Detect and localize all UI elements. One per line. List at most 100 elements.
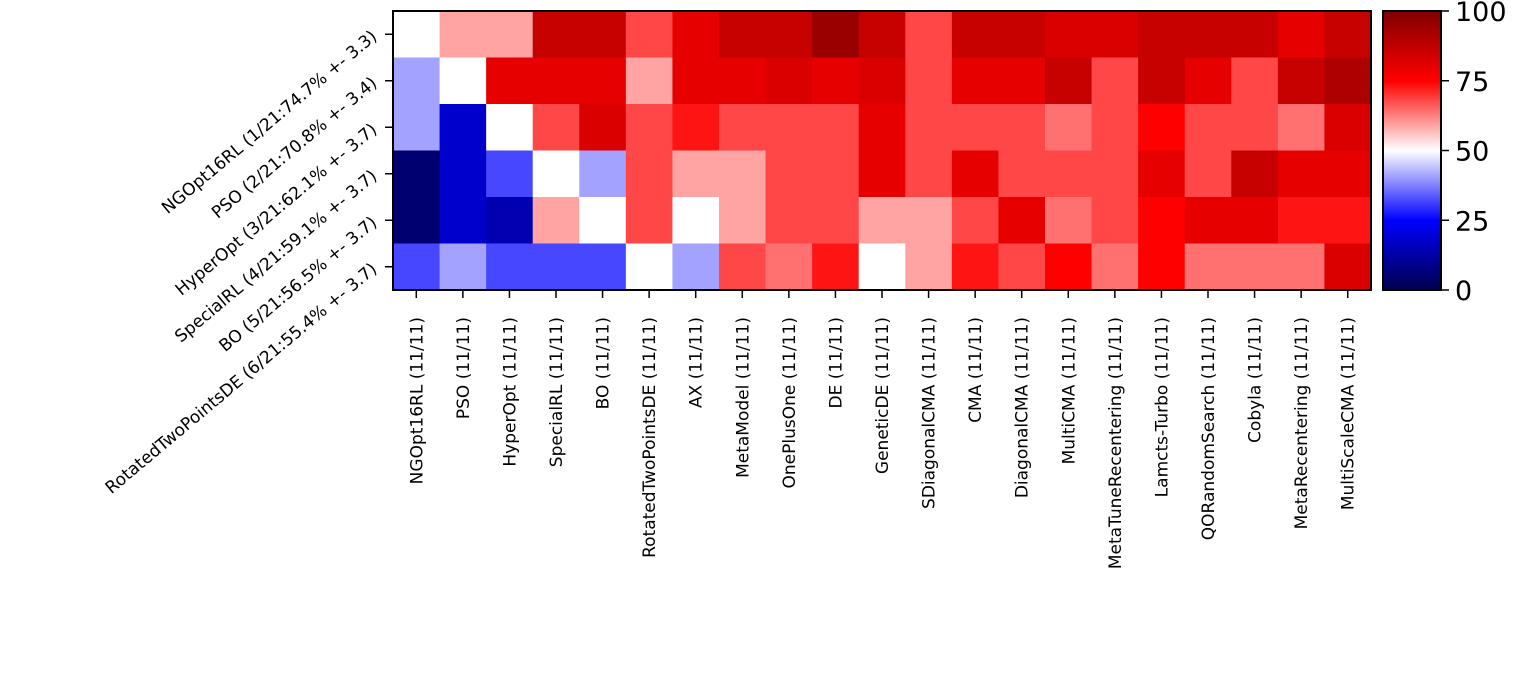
heatmap-cell <box>998 11 1046 59</box>
x-tick-label: BO (11/11) <box>594 317 614 409</box>
heatmap-cell <box>1277 57 1326 105</box>
heatmap-cell <box>858 11 906 59</box>
heatmap-cell <box>1138 197 1186 245</box>
heatmap-cell <box>765 150 813 198</box>
heatmap-cell <box>998 243 1046 291</box>
x-tick-label: PSO (11/11) <box>454 317 474 419</box>
heatmap-cell <box>951 11 1000 59</box>
heatmap-cell <box>951 197 1000 245</box>
heatmap-cell <box>905 197 953 245</box>
heatmap-cell <box>812 57 860 105</box>
heatmap-cell <box>765 57 813 105</box>
colorbar-tick-label: 25 <box>1455 206 1489 237</box>
heatmap-cell <box>858 197 906 245</box>
heatmap-cell <box>486 243 534 291</box>
heatmap-cell <box>439 243 487 291</box>
x-tick-label: RotatedTwoPointsDE (11/11) <box>640 317 660 558</box>
heatmap-cell <box>1045 150 1093 198</box>
heatmap-cell <box>1184 243 1232 291</box>
heatmap-cell <box>1231 57 1279 105</box>
heatmap-cell <box>858 243 906 291</box>
heatmap-cell <box>1277 197 1326 245</box>
heatmap-cell <box>1045 197 1093 245</box>
heatmap-cell <box>1277 11 1326 59</box>
heatmap-cell <box>439 11 487 59</box>
heatmap-cell <box>393 243 441 291</box>
heatmap-cell <box>812 11 860 59</box>
heatmap-cell <box>486 150 534 198</box>
heatmap-cell <box>719 11 767 59</box>
heatmap-cell <box>532 150 580 198</box>
heatmap-cell <box>1231 11 1279 59</box>
heatmap-cell <box>812 150 860 198</box>
heatmap-cell <box>1324 11 1372 59</box>
heatmap-cell <box>672 104 720 152</box>
x-tick-label: MetaRecentering (11/11) <box>1292 317 1312 529</box>
heatmap-cell <box>625 150 674 198</box>
x-tick-label: AX (11/11) <box>687 317 707 408</box>
heatmap-cell <box>1091 197 1139 245</box>
heatmap-cell <box>439 57 487 105</box>
heatmap-cell <box>625 11 674 59</box>
heatmap-cell <box>858 150 906 198</box>
heatmap-cell <box>1138 11 1186 59</box>
heatmap-cell <box>532 243 580 291</box>
heatmap-cell <box>1045 57 1093 105</box>
colorbar-tick-label: 75 <box>1455 67 1489 98</box>
heatmap-cell <box>1138 243 1186 291</box>
x-tick-label: MultiCMA (11/11) <box>1059 317 1079 464</box>
x-tick-label: SpecialRL (11/11) <box>547 317 567 467</box>
heatmap-cell <box>1324 150 1372 198</box>
heatmap-cell <box>532 57 580 105</box>
heatmap-cell <box>1138 104 1186 152</box>
heatmap-cell <box>1184 104 1232 152</box>
heatmap-cell <box>1324 243 1372 291</box>
x-tick-label: MultiScaleCMA (11/11) <box>1339 317 1359 510</box>
x-tick-label: OnePlusOne (11/11) <box>780 317 800 489</box>
x-tick-label: HyperOpt (11/11) <box>500 317 520 467</box>
heatmap-cell <box>905 150 953 198</box>
heatmap-cell <box>393 104 441 152</box>
heatmap-cell <box>1091 57 1139 105</box>
heatmap-cell <box>1231 104 1279 152</box>
heatmap-cell <box>765 11 813 59</box>
heatmap-cell <box>905 57 953 105</box>
x-axis: NGOpt16RL (11/11) PSO (11/11) HyperOpt (11… <box>407 290 1359 569</box>
heatmap-cell <box>393 57 441 105</box>
heatmap-cell <box>951 104 1000 152</box>
heatmap-cell <box>672 57 720 105</box>
heatmap-cell <box>1277 150 1326 198</box>
heatmap-cell <box>719 150 767 198</box>
heatmap-cell <box>719 243 767 291</box>
heatmap-cell <box>579 57 627 105</box>
heatmap-cell <box>1091 104 1139 152</box>
heatmap-cell <box>1277 104 1326 152</box>
colorbar-tick-label: 0 <box>1455 276 1472 307</box>
x-tick-label: Cobyla (11/11) <box>1246 317 1266 443</box>
heatmap-cell <box>486 197 534 245</box>
heatmap-cell <box>532 197 580 245</box>
x-tick-label: Lamcts-Turbo (11/11) <box>1152 317 1172 497</box>
heatmap-cell <box>1184 150 1232 198</box>
heatmap-cell <box>579 243 627 291</box>
heatmap-cell <box>579 150 627 198</box>
x-tick-label: NGOpt16RL (11/11) <box>407 317 427 484</box>
heatmap-cell <box>858 57 906 105</box>
heatmap-cell <box>625 57 674 105</box>
heatmap-cell <box>393 197 441 245</box>
x-tick-label: GeneticDE (11/11) <box>873 317 893 474</box>
x-tick-label: DE (11/11) <box>826 317 846 409</box>
heatmap-cell <box>765 104 813 152</box>
heatmap-cell <box>1091 11 1139 59</box>
heatmap-cell <box>998 104 1046 152</box>
heatmap-cell <box>998 57 1046 105</box>
heatmap-cell <box>486 57 534 105</box>
x-tick-label: SDiagonalCMA (11/11) <box>920 317 940 509</box>
heatmap-cell <box>905 243 953 291</box>
heatmap-cell <box>1184 57 1232 105</box>
heatmap-cell <box>625 243 674 291</box>
colorbar-tick-label: 50 <box>1455 137 1489 168</box>
heatmap-cell <box>1184 197 1232 245</box>
x-tick-label: MetaModel (11/11) <box>733 317 753 478</box>
heatmap-cell <box>393 150 441 198</box>
